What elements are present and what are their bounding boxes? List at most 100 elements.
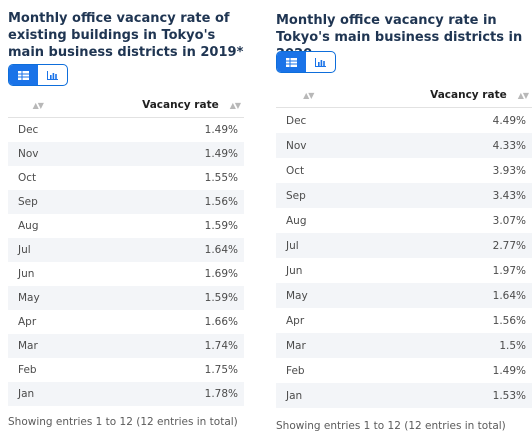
- month-cell: Aug: [286, 214, 307, 227]
- table-view-button[interactable]: [277, 52, 306, 72]
- month-cell: Nov: [276, 133, 341, 158]
- bar-chart-icon: [315, 57, 326, 67]
- table-row: Feb 1.75%: [8, 358, 244, 382]
- month-cell: Dec: [286, 114, 307, 127]
- table-row: May 1.64%: [276, 283, 532, 308]
- table-row: Sep 1.56%: [8, 190, 244, 214]
- month-cell: Jul: [8, 238, 68, 262]
- table-icon: [18, 70, 29, 80]
- table-row: Mar 1.5%: [276, 333, 532, 358]
- sort-icon: ▲▼: [32, 101, 44, 110]
- vacancy-rate-cell: 1.97%: [492, 264, 526, 277]
- table-row: Sep 3.43%: [276, 183, 532, 208]
- month-cell: Jun: [286, 264, 303, 277]
- vacancy-rate-cell: 1.49%: [67, 142, 244, 166]
- data-table: ▲▼ Vacancy rate ▲▼ Dec 1.49% Nov 1.49% Oct 1.…: [8, 93, 244, 406]
- bar-chart-icon: [47, 70, 58, 80]
- month-cell: Oct: [18, 172, 37, 184]
- column-header-label: Vacancy rate: [430, 89, 507, 101]
- table-row: Mar 1.74%: [8, 334, 244, 358]
- sort-icon: ▲▼: [303, 91, 314, 100]
- table-row: Apr 1.66%: [8, 310, 244, 334]
- vacancy-rate-cell: 1.64%: [67, 238, 244, 262]
- vacancy-rate-cell: 1.56%: [492, 314, 526, 327]
- vacancy-rate-cell: 2.77%: [340, 233, 532, 258]
- chart-view-button[interactable]: [38, 65, 67, 85]
- month-cell: Jan: [8, 382, 68, 406]
- chart-view-button[interactable]: [306, 52, 335, 72]
- vacancy-rate-cell: 1.49%: [492, 364, 526, 377]
- vacancy-rate-cell: 3.07%: [492, 214, 526, 227]
- table-row: Aug 3.07%: [276, 208, 532, 233]
- column-header-label: Vacancy rate: [142, 99, 219, 111]
- sort-icon: ▲▼: [229, 101, 241, 110]
- table-row: May 1.59%: [8, 286, 244, 310]
- month-cell: Mar: [276, 333, 341, 358]
- month-cell: Sep: [276, 183, 341, 208]
- vacancy-rate-column-header[interactable]: Vacancy rate ▲▼: [340, 83, 532, 108]
- statistic-panel-2020: Monthly office vacancy rate in Tokyo's m…: [268, 0, 532, 432]
- table-row: Jun 1.97%: [276, 258, 532, 283]
- table-row: Jul 1.64%: [8, 238, 244, 262]
- entries-footer: Showing entries 1 to 12 (12 entries in t…: [8, 416, 238, 428]
- month-cell: Jun: [18, 268, 35, 280]
- table-row: Apr 1.56%: [276, 308, 532, 333]
- entries-footer: Showing entries 1 to 12 (12 entries in t…: [276, 420, 506, 432]
- vacancy-rate-cell: 1.49%: [204, 124, 238, 136]
- vacancy-rate-cell: 1.66%: [204, 316, 238, 328]
- month-cell: Dec: [18, 124, 39, 136]
- month-cell: Jul: [276, 233, 341, 258]
- month-cell: Aug: [18, 220, 39, 232]
- table-row: Jan 1.78%: [8, 382, 244, 406]
- month-cell: Apr: [18, 316, 37, 328]
- month-cell: Apr: [286, 314, 305, 327]
- month-cell: Jan: [276, 383, 341, 408]
- month-cell: May: [276, 283, 341, 308]
- table-row: Aug 1.59%: [8, 214, 244, 238]
- vacancy-rate-cell: 3.43%: [340, 183, 532, 208]
- sort-icon: ▲▼: [517, 91, 529, 100]
- vacancy-rate-cell: 1.53%: [340, 383, 532, 408]
- vacancy-rate-cell: 1.55%: [204, 172, 238, 184]
- vacancy-rate-cell: 4.49%: [492, 114, 526, 127]
- month-cell: Mar: [8, 334, 68, 358]
- table-row: Oct 1.55%: [8, 166, 244, 190]
- table-view-button[interactable]: [9, 65, 38, 85]
- month-column-header[interactable]: ▲▼: [276, 83, 341, 108]
- view-toggle: [276, 51, 336, 73]
- table-row: Dec 4.49%: [276, 108, 532, 134]
- month-cell: Oct: [286, 164, 305, 177]
- panel-title: Monthly office vacancy rate of existing …: [8, 11, 244, 60]
- table-row: Oct 3.93%: [276, 158, 532, 183]
- month-cell: Feb: [18, 364, 37, 376]
- panel-title: Monthly office vacancy rate in Tokyo's m…: [276, 13, 523, 62]
- table-row: Jul 2.77%: [276, 233, 532, 258]
- table-icon: [286, 57, 297, 67]
- view-toggle: [8, 64, 68, 86]
- vacancy-rate-cell: 1.75%: [204, 364, 238, 376]
- vacancy-rate-cell: 1.56%: [67, 190, 244, 214]
- vacancy-rate-cell: 1.78%: [67, 382, 244, 406]
- vacancy-rate-cell: 3.93%: [492, 164, 526, 177]
- table-row: Nov 4.33%: [276, 133, 532, 158]
- month-cell: Feb: [286, 364, 305, 377]
- table-row: Jun 1.69%: [8, 262, 244, 286]
- vacancy-rate-cell: 1.59%: [204, 220, 238, 232]
- statistic-panel-2019: Monthly office vacancy rate of existing …: [0, 0, 258, 428]
- vacancy-rate-cell: 1.74%: [67, 334, 244, 358]
- table-row: Feb 1.49%: [276, 358, 532, 383]
- month-cell: Nov: [8, 142, 68, 166]
- table-row: Jan 1.53%: [276, 383, 532, 408]
- month-column-header[interactable]: ▲▼: [8, 93, 68, 118]
- month-cell: May: [8, 286, 68, 310]
- table-row: Nov 1.49%: [8, 142, 244, 166]
- vacancy-rate-column-header[interactable]: Vacancy rate ▲▼: [67, 93, 244, 118]
- vacancy-rate-cell: 1.59%: [67, 286, 244, 310]
- vacancy-rate-cell: 1.64%: [340, 283, 532, 308]
- month-cell: Sep: [8, 190, 68, 214]
- data-table: ▲▼ Vacancy rate ▲▼ Dec 4.49% Nov 4.33% Oct 3.…: [276, 83, 532, 408]
- table-row: Dec 1.49%: [8, 118, 244, 143]
- vacancy-rate-cell: 1.69%: [204, 268, 238, 280]
- vacancy-rate-cell: 4.33%: [340, 133, 532, 158]
- vacancy-rate-cell: 1.5%: [340, 333, 532, 358]
